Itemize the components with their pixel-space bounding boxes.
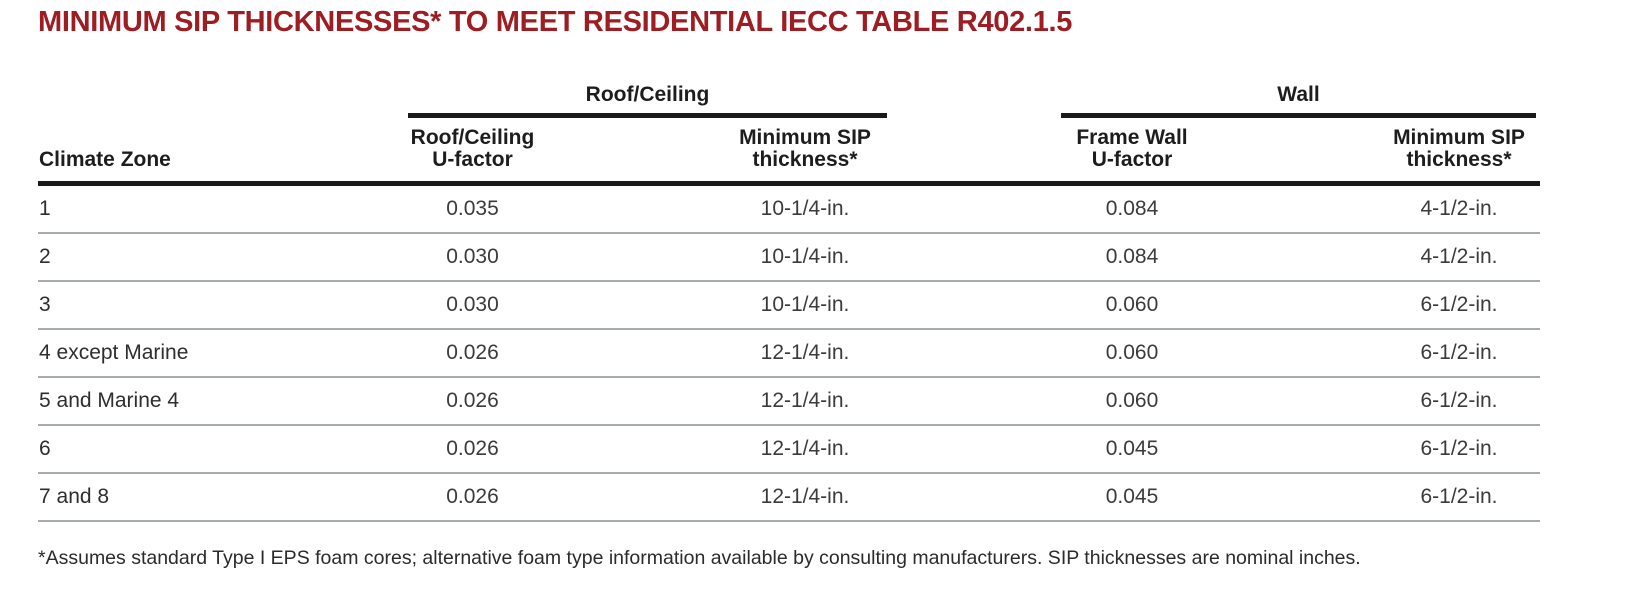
cell-wall-ufactor: 0.045: [1105, 437, 1159, 460]
cell-roof-ufactor: 0.030: [446, 245, 499, 268]
cell-roof-ufactor: 0.035: [446, 197, 499, 220]
cell-wall-ufactor: 0.084: [1105, 245, 1159, 268]
column-header-roof-ufactor: Roof/Ceiling U-factor: [410, 126, 535, 171]
cell-roof-thickness: 12-1/4-in.: [760, 341, 850, 364]
table-row: 1 0.035 10-1/4-in. 0.084 4-1/2-in.: [38, 186, 1540, 234]
cell-roof-thickness: 10-1/4-in.: [760, 245, 850, 268]
table-group-header-row: Roof/Ceiling Wall: [38, 68, 1540, 118]
cell-wall-thickness: 6-1/2-in.: [1420, 293, 1498, 316]
cell-climate-zone: 6: [39, 437, 51, 460]
cell-wall-ufactor: 0.060: [1105, 389, 1159, 412]
cell-wall-thickness: 6-1/2-in.: [1420, 437, 1498, 460]
group-header-wall: Wall: [1061, 84, 1536, 118]
page-title: MINIMUM SIP THICKNESSES* TO MEET RESIDEN…: [38, 6, 1073, 38]
cell-roof-ufactor: 0.026: [446, 485, 499, 508]
table-column-header-row: Climate Zone Roof/Ceiling U-factor Minim…: [38, 118, 1540, 186]
table-row: 5 and Marine 4 0.026 12-1/4-in. 0.060 6-…: [38, 378, 1540, 426]
cell-wall-thickness: 6-1/2-in.: [1420, 341, 1498, 364]
cell-roof-thickness: 12-1/4-in.: [760, 437, 850, 460]
column-header-wall-thickness: Minimum SIP thickness*: [1393, 126, 1525, 171]
table-row: 6 0.026 12-1/4-in. 0.045 6-1/2-in.: [38, 426, 1540, 474]
column-header-climate-zone: Climate Zone: [39, 148, 171, 171]
cell-roof-ufactor: 0.026: [446, 437, 499, 460]
sip-thickness-table: Roof/Ceiling Wall Climate Zone Roof/Ceil…: [38, 68, 1540, 570]
cell-climate-zone: 1: [39, 197, 51, 220]
cell-climate-zone: 3: [39, 293, 51, 316]
cell-wall-thickness: 4-1/2-in.: [1420, 245, 1498, 268]
cell-wall-ufactor: 0.060: [1105, 293, 1159, 316]
cell-roof-thickness: 10-1/4-in.: [760, 293, 850, 316]
cell-wall-ufactor: 0.084: [1105, 197, 1159, 220]
cell-climate-zone: 7 and 8: [39, 485, 110, 508]
table-row: 3 0.030 10-1/4-in. 0.060 6-1/2-in.: [38, 282, 1540, 330]
group-header-roof-ceiling: Roof/Ceiling: [408, 84, 887, 118]
cell-roof-ufactor: 0.026: [446, 341, 499, 364]
table-row: 4 except Marine 0.026 12-1/4-in. 0.060 6…: [38, 330, 1540, 378]
cell-roof-thickness: 12-1/4-in.: [760, 389, 850, 412]
table-footnote: *Assumes standard Type I EPS foam cores;…: [38, 547, 1361, 569]
group-spacer: [38, 68, 305, 118]
cell-wall-ufactor: 0.045: [1105, 485, 1159, 508]
column-header-roof-thickness: Minimum SIP thickness*: [739, 126, 871, 171]
cell-climate-zone: 4 except Marine: [39, 341, 189, 364]
cell-climate-zone: 2: [39, 245, 51, 268]
table-row: 7 and 8 0.026 12-1/4-in. 0.045 6-1/2-in.: [38, 474, 1540, 522]
cell-wall-thickness: 6-1/2-in.: [1420, 389, 1498, 412]
cell-wall-thickness: 4-1/2-in.: [1420, 197, 1498, 220]
table-row: 2 0.030 10-1/4-in. 0.084 4-1/2-in.: [38, 234, 1540, 282]
cell-climate-zone: 5 and Marine 4: [39, 389, 180, 412]
cell-wall-ufactor: 0.060: [1105, 341, 1159, 364]
cell-roof-ufactor: 0.026: [446, 389, 499, 412]
column-header-wall-ufactor: Frame Wall U-factor: [1076, 126, 1188, 171]
cell-roof-ufactor: 0.030: [446, 293, 499, 316]
cell-wall-thickness: 6-1/2-in.: [1420, 485, 1498, 508]
cell-roof-thickness: 12-1/4-in.: [760, 485, 850, 508]
cell-roof-thickness: 10-1/4-in.: [760, 197, 850, 220]
